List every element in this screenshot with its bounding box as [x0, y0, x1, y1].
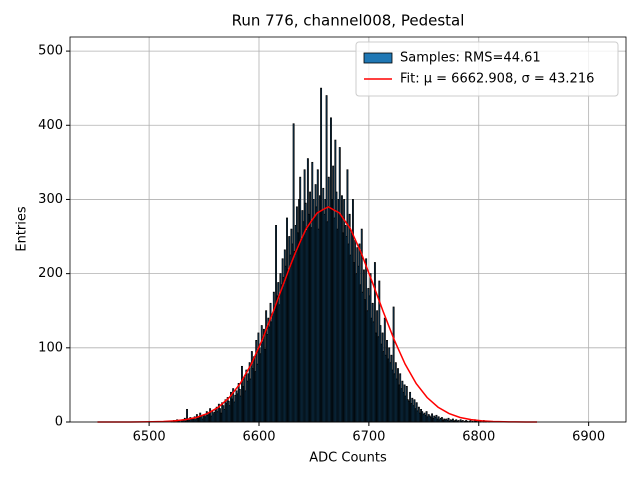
chart-title: Run 776, channel008, Pedestal — [232, 12, 465, 30]
legend-swatch — [363, 52, 393, 64]
legend-label: Samples: RMS=44.61 — [400, 51, 541, 66]
y-axis-label: Entries — [15, 206, 30, 252]
x-tick-label: 6900 — [572, 430, 605, 445]
y-tick-label: 200 — [38, 266, 63, 281]
legend-box — [355, 41, 619, 97]
x-tick-label: 6500 — [133, 430, 166, 445]
x-tick-label: 6800 — [462, 430, 495, 445]
x-tick-label: 6700 — [352, 430, 385, 445]
y-tick-label: 0 — [55, 415, 63, 430]
y-tick-label: 400 — [38, 118, 63, 133]
y-tick-label: 300 — [38, 192, 63, 207]
y-tick-label: 500 — [38, 44, 63, 59]
axes-frame — [69, 36, 627, 423]
x-tick-label: 6600 — [242, 430, 275, 445]
fit-line — [97, 206, 537, 423]
legend-label: Fit: μ = 6662.908, σ = 43.216 — [400, 72, 594, 87]
x-axis-label: ADC Counts — [309, 451, 387, 466]
y-tick-label: 100 — [38, 340, 63, 355]
